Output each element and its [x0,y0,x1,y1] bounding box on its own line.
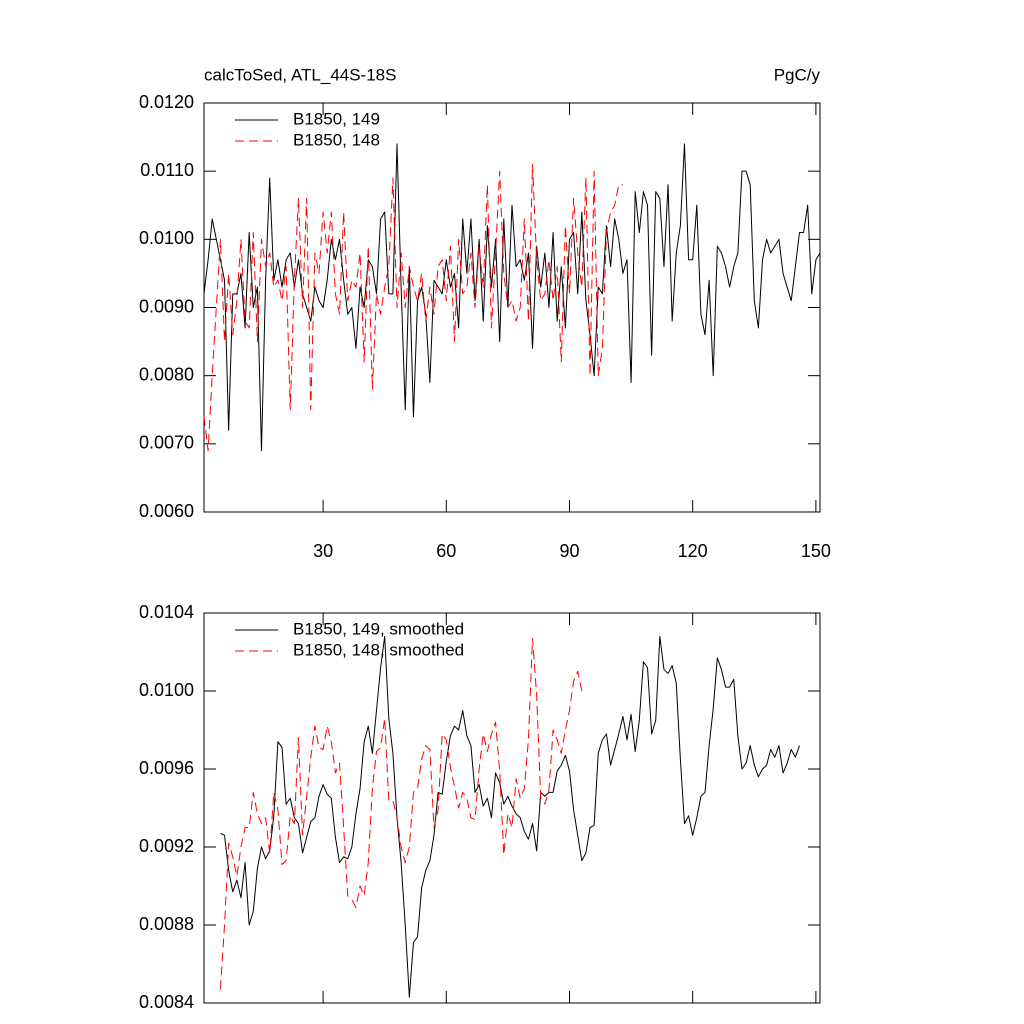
data-line [203,143,821,452]
legend-label: B1850, 149 [293,109,380,128]
x-tick-label: 150 [801,541,831,561]
x-tick-label: 30 [313,541,333,561]
y-tick-label: 0.0070 [139,433,194,453]
panel: calcToSed, ATL_44S-18S PgC/y 0.0060 0.0070 0… [139,65,831,560]
y-tick-label: 0.0090 [139,296,194,316]
chart-title: calcToSed, ATL_44S-18S [204,65,396,84]
x-tick-label: 90 [559,541,579,561]
units-label: PgC/y [774,65,821,84]
x-tick-label: 120 [678,541,708,561]
plot-frame [203,612,821,1004]
y-tick-label: 0.0120 [139,92,194,112]
data-line [219,637,583,990]
y-tick-label: 0.0110 [140,160,194,180]
y-tick-label: 0.0080 [139,364,194,384]
y-tick-label: 0.0100 [139,228,194,248]
data-line [220,635,800,998]
y-tick-label: 0.0096 [139,758,194,778]
y-tick-label: 0.0088 [139,914,194,934]
legend-label: B1850, 148, smoothed [293,640,464,659]
y-tick-label: 0.0092 [139,836,194,856]
legend-label: B1850, 148 [293,130,380,149]
y-tick-label: 0.0084 [139,992,194,1012]
y-tick-label: 0.0104 [139,602,194,622]
y-tick-label: 0.0100 [139,680,194,700]
y-tick-label: 0.0060 [139,501,194,521]
panel: 0.0084 0.0088 0.0092 0.0096 0.0100 0.0104 B185… [139,602,821,1012]
plot-frame [203,102,821,513]
legend-label: B1850, 149, smoothed [293,619,464,638]
x-tick-label: 60 [436,541,456,561]
